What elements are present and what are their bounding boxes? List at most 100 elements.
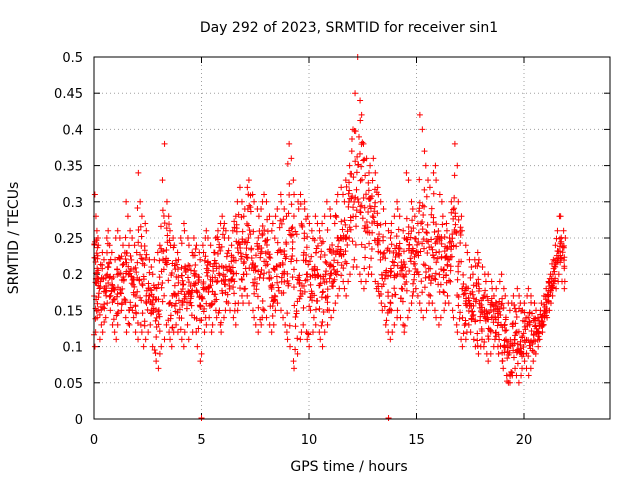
data-point (226, 285, 233, 292)
data-point (239, 276, 246, 283)
data-point (437, 314, 444, 321)
data-point (307, 281, 314, 288)
data-point (332, 212, 339, 219)
data-point (459, 343, 466, 350)
data-point (532, 338, 539, 345)
data-point (371, 208, 378, 215)
data-point (192, 246, 199, 253)
data-point (469, 313, 476, 320)
data-point (106, 260, 113, 267)
data-point (417, 248, 424, 255)
data-point (506, 349, 513, 356)
data-point (134, 205, 141, 212)
data-point (360, 140, 367, 147)
data-point (437, 281, 444, 288)
data-point (367, 205, 374, 212)
data-point (293, 231, 300, 238)
data-point (329, 241, 336, 248)
data-point (349, 238, 356, 245)
data-point (308, 253, 315, 260)
data-point (447, 278, 454, 285)
data-point (355, 133, 362, 140)
data-point (446, 277, 453, 284)
data-point (318, 248, 325, 255)
data-point (526, 318, 533, 325)
data-point (371, 203, 378, 210)
data-point (301, 230, 308, 237)
data-point (485, 333, 492, 340)
data-point (231, 278, 238, 285)
data-point (205, 289, 212, 296)
data-point (473, 296, 480, 303)
data-point (550, 280, 557, 287)
data-point (432, 162, 439, 169)
data-point (557, 255, 564, 262)
data-point (418, 278, 425, 285)
data-point (330, 263, 337, 270)
data-point (412, 235, 419, 242)
data-point (242, 238, 249, 245)
data-point (453, 230, 460, 237)
data-point (324, 286, 331, 293)
data-point (408, 300, 415, 307)
data-point (222, 227, 229, 234)
data-point (233, 225, 240, 232)
data-point (264, 261, 271, 268)
data-point (285, 210, 292, 217)
data-point (185, 242, 192, 249)
data-point (381, 303, 388, 310)
data-point (306, 258, 313, 265)
data-point (396, 240, 403, 247)
data-point (277, 191, 284, 198)
data-point (213, 260, 220, 267)
data-point (194, 289, 201, 296)
data-point (428, 244, 435, 251)
data-point (136, 277, 143, 284)
data-point (289, 245, 296, 252)
data-point (132, 329, 139, 336)
data-point (359, 215, 366, 222)
data-point (277, 217, 284, 224)
data-point (230, 254, 237, 261)
data-point (123, 329, 130, 336)
data-point (521, 358, 528, 365)
data-point (284, 336, 291, 343)
data-point (345, 199, 352, 206)
data-point (105, 280, 112, 287)
data-point (137, 251, 144, 258)
data-point (357, 203, 364, 210)
data-point (440, 288, 447, 295)
data-point (133, 269, 140, 276)
data-point (269, 220, 276, 227)
data-point (470, 302, 477, 309)
data-point (224, 250, 231, 257)
data-point (203, 227, 210, 234)
data-point (499, 300, 506, 307)
data-point (466, 256, 473, 263)
data-point (470, 311, 477, 318)
data-point (412, 265, 419, 272)
data-point (502, 316, 509, 323)
data-point (143, 251, 150, 258)
data-point (365, 187, 372, 194)
data-point (358, 176, 365, 183)
data-point (165, 300, 172, 307)
data-point (358, 111, 365, 118)
data-point (217, 319, 224, 326)
data-point (460, 271, 467, 278)
data-point (469, 291, 476, 298)
data-point (474, 330, 481, 337)
data-point (424, 249, 431, 256)
data-point (129, 235, 136, 241)
data-point (435, 321, 442, 328)
data-point (454, 162, 461, 169)
data-point (423, 307, 430, 314)
data-point (532, 350, 539, 357)
data-point (363, 218, 370, 225)
data-point (408, 198, 415, 205)
data-point (521, 300, 528, 307)
data-point (222, 263, 229, 270)
data-point (535, 343, 542, 350)
data-point (401, 329, 408, 336)
data-point (443, 245, 450, 252)
